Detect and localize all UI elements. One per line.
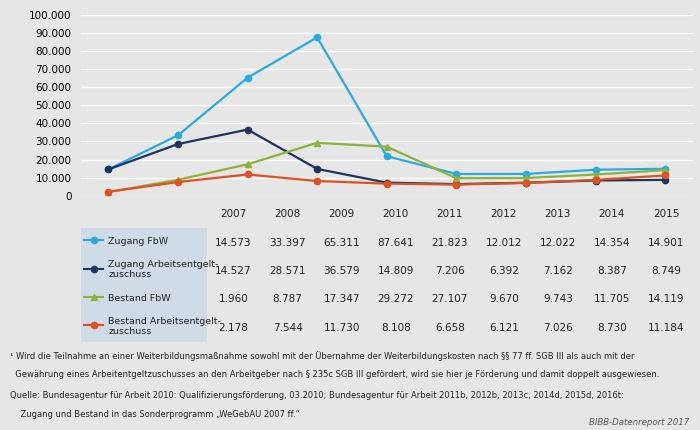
Text: 2015: 2015 bbox=[653, 209, 679, 219]
Text: 7.026: 7.026 bbox=[543, 322, 573, 333]
Text: 8.749: 8.749 bbox=[651, 266, 681, 276]
Text: 17.347: 17.347 bbox=[323, 294, 360, 304]
Text: 12.022: 12.022 bbox=[540, 237, 576, 248]
Text: 2014: 2014 bbox=[598, 209, 625, 219]
Text: 65.311: 65.311 bbox=[323, 237, 360, 248]
Text: 8.787: 8.787 bbox=[272, 294, 302, 304]
Text: BIBB-Datenreport 2017: BIBB-Datenreport 2017 bbox=[589, 418, 690, 427]
Text: 6.121: 6.121 bbox=[489, 322, 519, 333]
Text: 87.641: 87.641 bbox=[377, 237, 414, 248]
Text: 1.960: 1.960 bbox=[218, 294, 248, 304]
Text: 7.206: 7.206 bbox=[435, 266, 465, 276]
Text: 8.730: 8.730 bbox=[597, 322, 626, 333]
Text: 14.527: 14.527 bbox=[216, 266, 252, 276]
Text: Bestand Arbeitsentgelt-
zuschuss: Bestand Arbeitsentgelt- zuschuss bbox=[108, 317, 221, 336]
Text: Gewährung eines Arbeitentgeltzuschusses an den Arbeitgeber nach § 235c SGB III g: Gewährung eines Arbeitentgeltzuschusses … bbox=[10, 370, 660, 379]
Text: 28.571: 28.571 bbox=[270, 266, 306, 276]
Text: 2010: 2010 bbox=[383, 209, 409, 219]
Text: 7.162: 7.162 bbox=[543, 266, 573, 276]
Text: 2008: 2008 bbox=[274, 209, 301, 219]
Text: 14.573: 14.573 bbox=[216, 237, 252, 248]
Text: 14.119: 14.119 bbox=[648, 294, 684, 304]
Text: Zugang FbW: Zugang FbW bbox=[108, 237, 168, 246]
Text: 2012: 2012 bbox=[491, 209, 517, 219]
Text: 11.705: 11.705 bbox=[594, 294, 630, 304]
Text: 11.730: 11.730 bbox=[323, 322, 360, 333]
Text: 2013: 2013 bbox=[545, 209, 571, 219]
Text: 21.823: 21.823 bbox=[431, 237, 468, 248]
Text: 8.387: 8.387 bbox=[597, 266, 627, 276]
Text: 2009: 2009 bbox=[328, 209, 355, 219]
Text: 11.184: 11.184 bbox=[648, 322, 684, 333]
Text: ¹ Wird die Teilnahme an einer Weiterbildungsmaßnahme sowohl mit der Übernahme de: ¹ Wird die Teilnahme an einer Weiterbild… bbox=[10, 351, 635, 361]
Text: 12.012: 12.012 bbox=[486, 237, 522, 248]
Text: 9.743: 9.743 bbox=[543, 294, 573, 304]
Text: 9.670: 9.670 bbox=[489, 294, 519, 304]
Text: 7.544: 7.544 bbox=[272, 322, 302, 333]
Text: Quelle: Bundesagentur für Arbeit 2010: Qualifizierungsförderung, 03.2010; Bundes: Quelle: Bundesagentur für Arbeit 2010: Q… bbox=[10, 391, 624, 400]
Text: 33.397: 33.397 bbox=[270, 237, 306, 248]
Text: 14.809: 14.809 bbox=[377, 266, 414, 276]
Text: Zugang Arbeitsentgelt-
zuschuss: Zugang Arbeitsentgelt- zuschuss bbox=[108, 260, 218, 280]
Text: 8.108: 8.108 bbox=[381, 322, 411, 333]
Text: 6.658: 6.658 bbox=[435, 322, 465, 333]
Text: 27.107: 27.107 bbox=[432, 294, 468, 304]
Text: 2011: 2011 bbox=[437, 209, 463, 219]
Text: 29.272: 29.272 bbox=[377, 294, 414, 304]
Text: 14.354: 14.354 bbox=[594, 237, 630, 248]
Text: 2007: 2007 bbox=[220, 209, 246, 219]
Text: 14.901: 14.901 bbox=[648, 237, 684, 248]
Text: 6.392: 6.392 bbox=[489, 266, 519, 276]
Text: 2.178: 2.178 bbox=[218, 322, 248, 333]
Text: 36.579: 36.579 bbox=[323, 266, 360, 276]
Text: Zugang und Bestand in das Sonderprogramm „WeGebAU 2007 ff.“: Zugang und Bestand in das Sonderprogramm… bbox=[10, 410, 300, 419]
Text: Bestand FbW: Bestand FbW bbox=[108, 294, 171, 303]
